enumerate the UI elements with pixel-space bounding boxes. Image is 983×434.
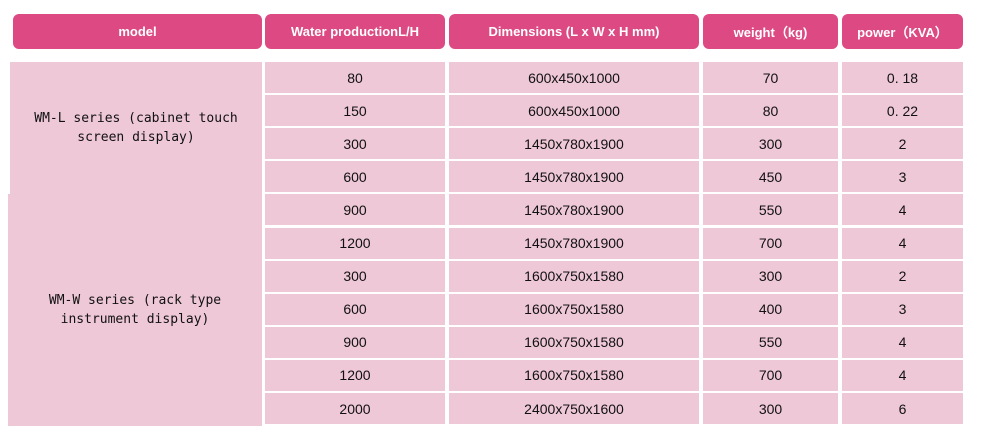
cell-water-production: 300 [265, 128, 445, 160]
cell-water-production: 600 [265, 293, 445, 325]
cell-power: 4 [842, 227, 963, 259]
cell-dimensions: 600x450x1000 [449, 62, 699, 94]
cell-weight: 80 [703, 95, 838, 127]
cell-weight: 300 [703, 393, 838, 425]
cell-water-production: 1200 [265, 359, 445, 391]
cell-water-production: 1200 [265, 227, 445, 259]
cell-weight: 550 [703, 194, 838, 226]
cell-weight: 70 [703, 62, 838, 94]
cell-weight: 550 [703, 326, 838, 358]
header-model: model [13, 14, 262, 49]
cell-power: 0. 22 [842, 95, 963, 127]
cell-weight: 400 [703, 293, 838, 325]
cell-weight: 700 [703, 359, 838, 391]
cell-dimensions: 1600x750x1580 [449, 260, 699, 292]
header-water-production: Water productionL/H [265, 14, 445, 49]
cell-water-production: 150 [265, 95, 445, 127]
cell-water-production: 2000 [265, 393, 445, 425]
header-power: power（KVA） [842, 14, 963, 49]
cell-dimensions: 1450x780x1900 [449, 194, 699, 226]
cell-power: 3 [842, 293, 963, 325]
header-dimensions: Dimensions (L x W x H mm) [449, 14, 699, 49]
header-weight: weight（kg) [703, 14, 838, 49]
cell-dimensions: 1600x750x1580 [449, 293, 699, 325]
cell-dimensions: 600x450x1000 [449, 95, 699, 127]
cell-dimensions: 1600x750x1580 [449, 326, 699, 358]
cell-dimensions: 1600x750x1580 [449, 359, 699, 391]
model-cell: WM-L series (cabinet touch screen displa… [10, 62, 262, 195]
cell-water-production: 300 [265, 260, 445, 292]
cell-water-production: 900 [265, 326, 445, 358]
cell-water-production: 900 [265, 194, 445, 226]
cell-weight: 700 [703, 227, 838, 259]
cell-dimensions: 1450x780x1900 [449, 128, 699, 160]
cell-weight: 300 [703, 260, 838, 292]
model-cell: WM-W series (rack type instrument displa… [8, 194, 262, 427]
cell-dimensions: 1450x780x1900 [449, 227, 699, 259]
cell-water-production: 80 [265, 62, 445, 94]
cell-power: 3 [842, 161, 963, 193]
cell-power: 2 [842, 128, 963, 160]
cell-weight: 450 [703, 161, 838, 193]
cell-dimensions: 1450x780x1900 [449, 161, 699, 193]
cell-power: 4 [842, 194, 963, 226]
cell-power: 6 [842, 393, 963, 425]
cell-water-production: 600 [265, 161, 445, 193]
cell-power: 0. 18 [842, 62, 963, 94]
cell-power: 4 [842, 359, 963, 391]
cell-power: 4 [842, 326, 963, 358]
model-label: WM-W series (rack type instrument displa… [48, 293, 222, 328]
cell-weight: 300 [703, 128, 838, 160]
cell-power: 2 [842, 260, 963, 292]
cell-dimensions: 2400x750x1600 [449, 393, 699, 425]
model-label: WM-L series (cabinet touch screen displa… [34, 111, 238, 146]
